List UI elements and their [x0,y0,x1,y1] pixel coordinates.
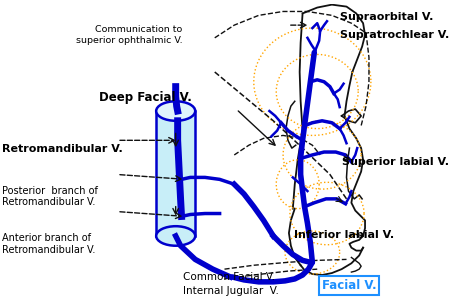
Text: Facial V.: Facial V. [321,279,376,293]
Text: Superior labial V.: Superior labial V. [342,157,449,167]
Text: Anterior branch of
Retromandibular V.: Anterior branch of Retromandibular V. [2,233,96,255]
Text: Internal Jugular  V.: Internal Jugular V. [183,286,279,296]
Text: Retromandibular V.: Retromandibular V. [2,144,123,154]
Text: Supraorbital V.: Supraorbital V. [340,12,433,22]
Text: Supratrochlear V.: Supratrochlear V. [340,30,449,40]
Text: Communication to
superior ophthalmic V.: Communication to superior ophthalmic V. [76,25,183,45]
Ellipse shape [156,226,195,246]
Ellipse shape [156,101,195,121]
FancyBboxPatch shape [156,111,195,236]
Text: Inferior labial V.: Inferior labial V. [294,230,394,240]
Text: Common Facial V.: Common Facial V. [183,272,275,282]
Text: Posterior  branch of
Retromandibular V.: Posterior branch of Retromandibular V. [2,185,98,207]
Text: Deep Facial V.: Deep Facial V. [100,91,192,104]
